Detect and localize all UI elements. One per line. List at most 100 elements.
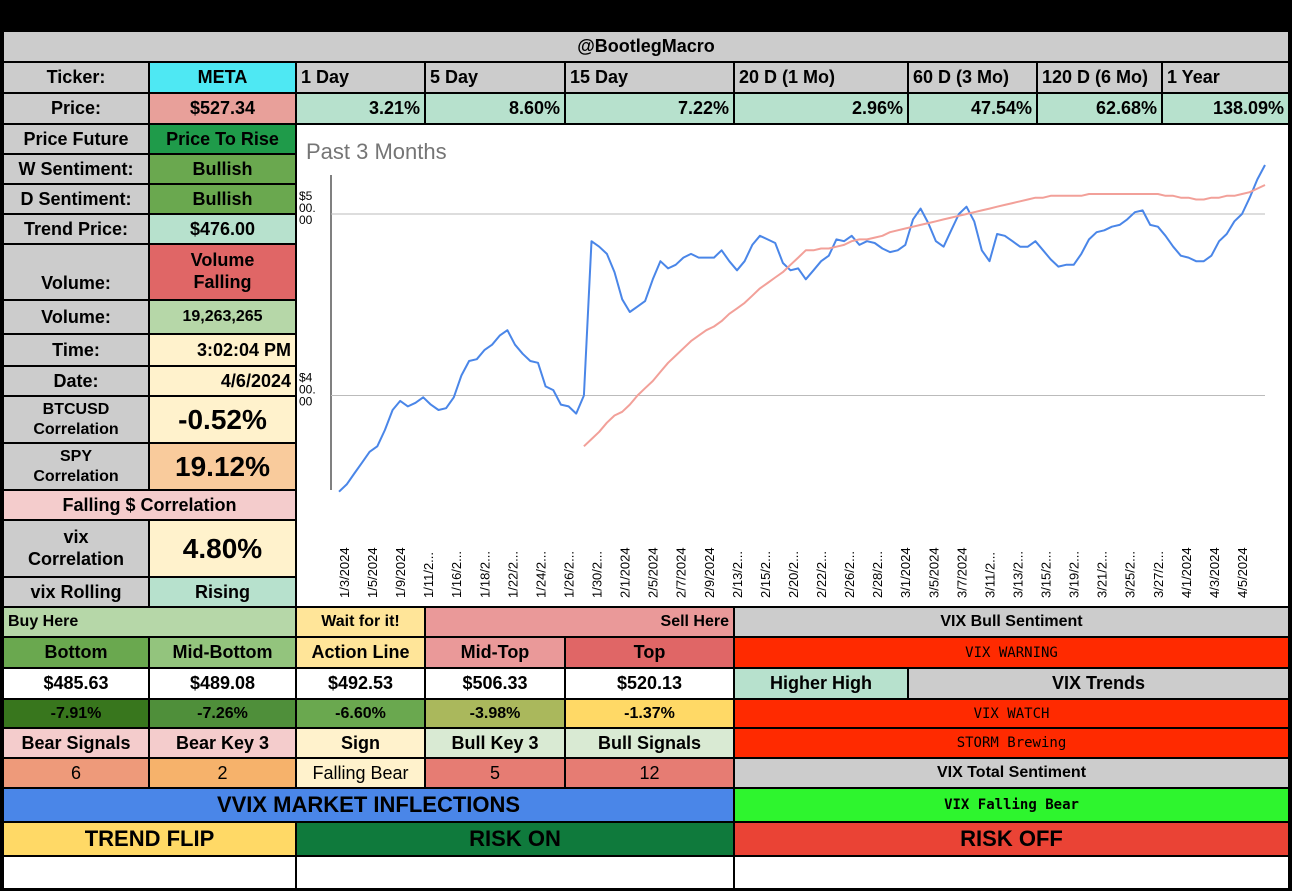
- volume-label: Volume:: [3, 300, 149, 334]
- price-label: Price:: [3, 93, 149, 124]
- x-tick-label: 1/24/2...: [533, 551, 548, 598]
- ticker-value: META: [149, 62, 296, 93]
- trend-price-value: $476.00: [149, 214, 296, 244]
- bear-key-3-value: 2: [149, 758, 296, 788]
- bull-key-3-value: 5: [425, 758, 565, 788]
- x-tick-label: 1/3/2024: [337, 547, 352, 598]
- action-line-header: Action Line: [296, 637, 425, 668]
- trend-flip-cell: [3, 856, 296, 889]
- price-future-label: Price Future: [3, 124, 149, 154]
- x-tick-label: 3/21/2...: [1095, 551, 1110, 598]
- change-15-day: 7.22%: [565, 93, 734, 124]
- x-tick-label: 2/20/2...: [786, 551, 801, 598]
- period-1-year: 1 Year: [1162, 62, 1289, 93]
- d-sentiment-value: Bullish: [149, 184, 296, 214]
- sign-value: Falling Bear: [296, 758, 425, 788]
- x-tick-label: 1/18/2...: [477, 551, 492, 598]
- period-120-day: 120 D (6 Mo): [1037, 62, 1162, 93]
- series-line-trend: [583, 184, 1266, 448]
- risk-off-label: RISK OFF: [734, 822, 1289, 856]
- x-tick-label: 2/9/2024: [702, 547, 717, 598]
- storm-brewing: STORM Brewing: [734, 728, 1289, 758]
- bottom-pct: -7.91%: [3, 699, 149, 728]
- x-tick-label: 2/22/2...: [814, 551, 829, 598]
- wait-label: Wait for it!: [296, 607, 425, 637]
- chart-title: Past 3 Months: [306, 139, 447, 164]
- x-tick-label: 3/13/2...: [1010, 551, 1025, 598]
- vix-total-sentiment: VIX Total Sentiment: [734, 758, 1289, 788]
- bull-key-3-header: Bull Key 3: [425, 728, 565, 758]
- x-tick-label: 1/16/2...: [449, 551, 464, 598]
- price-future-value: Price To Rise: [149, 124, 296, 154]
- mid-top-header: Mid-Top: [425, 637, 565, 668]
- time-label: Time:: [3, 334, 149, 366]
- x-tick-label: 2/15/2...: [758, 551, 773, 598]
- volume-trend-label-text: Volume:: [41, 273, 111, 293]
- x-tick-label: 3/15/2...: [1039, 551, 1054, 598]
- d-sentiment-label: D Sentiment:: [3, 184, 149, 214]
- action-line-pct: -6.60%: [296, 699, 425, 728]
- x-tick-label: 1/26/2...: [561, 551, 576, 598]
- volume-value: 19,263,265: [149, 300, 296, 334]
- vix-correlation-label: vix Correlation: [3, 520, 149, 577]
- bottom-price: $485.63: [3, 668, 149, 699]
- bull-signals-header: Bull Signals: [565, 728, 734, 758]
- x-tick-label: 3/19/2...: [1067, 551, 1082, 598]
- volume-trend-label: Volume:: [3, 244, 149, 300]
- bear-signals-header: Bear Signals: [3, 728, 149, 758]
- mid-bottom-header: Mid-Bottom: [149, 637, 296, 668]
- vix-rolling-value: Rising: [149, 577, 296, 607]
- handle-header: @BootlegMacro: [3, 31, 1289, 62]
- change-5-day: 8.60%: [425, 93, 565, 124]
- higher-high: Higher High: [734, 668, 908, 699]
- x-tick-label: 1/30/2...: [590, 551, 605, 598]
- trend-price-label: Trend Price:: [3, 214, 149, 244]
- series-line-price: [338, 164, 1266, 493]
- period-20-day: 20 D (1 Mo): [734, 62, 908, 93]
- price-chart: Past 3 Months $5 00. 00 $4 00. 00 1/3/2024 1/5/…: [299, 139, 1266, 598]
- date-label: Date:: [3, 366, 149, 396]
- top-header: Top: [565, 637, 734, 668]
- change-20-day: 2.96%: [734, 93, 908, 124]
- mid-bottom-pct: -7.26%: [149, 699, 296, 728]
- buy-here-label: Buy Here: [3, 607, 296, 637]
- risk-on-cell: [296, 856, 734, 889]
- change-1-day: 3.21%: [296, 93, 425, 124]
- ticker-label: Ticker:: [3, 62, 149, 93]
- bottom-header: Bottom: [3, 637, 149, 668]
- y-tick-label: $4 00. 00: [299, 371, 316, 409]
- spy-correlation-value: 19.12%: [149, 443, 296, 490]
- bear-signals-value: 6: [3, 758, 149, 788]
- x-tick-label: 4/1/2024: [1179, 547, 1194, 598]
- period-15-day: 15 Day: [565, 62, 734, 93]
- mid-bottom-price: $489.08: [149, 668, 296, 699]
- change-60-day: 47.54%: [908, 93, 1037, 124]
- btc-correlation-label: BTCUSD Correlation: [3, 396, 149, 443]
- x-tick-label: 3/27/2...: [1151, 551, 1166, 598]
- volume-trend-value: Volume Falling: [149, 244, 296, 300]
- change-1-year: 138.09%: [1162, 93, 1289, 124]
- price-value: $527.34: [149, 93, 296, 124]
- y-tick-label: $5 00. 00: [299, 189, 316, 227]
- risk-on-label: RISK ON: [296, 822, 734, 856]
- x-tick-label: 3/11/2...: [982, 552, 997, 598]
- period-1-day: 1 Day: [296, 62, 425, 93]
- x-tick-label: 3/1/2024: [898, 547, 913, 598]
- x-tick-label: 1/5/2024: [365, 547, 380, 598]
- x-tick-label: 3/5/2024: [926, 547, 941, 598]
- top-pct: -1.37%: [565, 699, 734, 728]
- risk-off-cell: [734, 856, 1289, 889]
- bear-key-3-header: Bear Key 3: [149, 728, 296, 758]
- btc-correlation-value: -0.52%: [149, 396, 296, 443]
- vix-watch: VIX WATCH: [734, 699, 1289, 728]
- x-tick-label: 1/9/2024: [393, 547, 408, 598]
- x-tick-label: 2/13/2...: [730, 551, 745, 598]
- vix-rolling-label: vix Rolling: [3, 577, 149, 607]
- top-price: $520.13: [565, 668, 734, 699]
- x-tick-label: 3/25/2...: [1123, 551, 1138, 598]
- vvix-inflections-title: VVIX MARKET INFLECTIONS: [3, 788, 734, 822]
- x-tick-label: 3/7/2024: [954, 547, 969, 598]
- mid-top-price: $506.33: [425, 668, 565, 699]
- vix-bull-sentiment: VIX Bull Sentiment: [734, 607, 1289, 637]
- w-sentiment-label: W Sentiment:: [3, 154, 149, 184]
